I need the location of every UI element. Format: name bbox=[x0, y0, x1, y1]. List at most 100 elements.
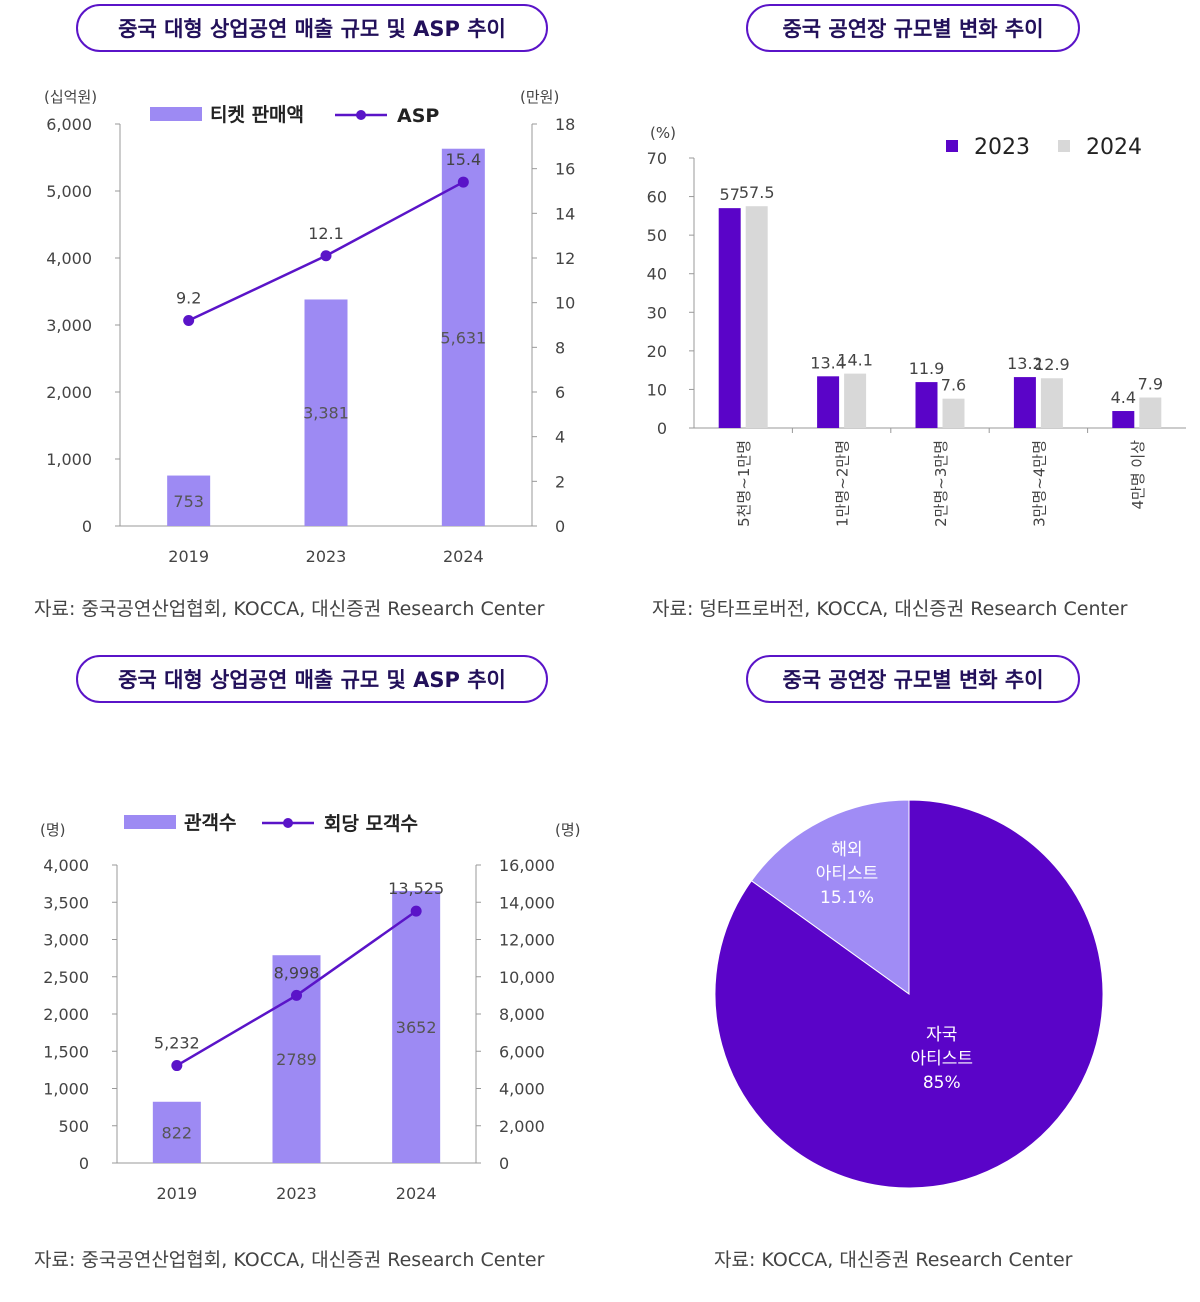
y-tick-label: 20 bbox=[647, 342, 667, 361]
pie-slice-label: 15.1% bbox=[820, 888, 874, 908]
bar-value-label: 2789 bbox=[276, 1050, 317, 1069]
legend-bar-label: 관객수 bbox=[184, 812, 236, 834]
x-tick-label: 2만명~3만명 bbox=[932, 440, 950, 527]
line-value-label: 15.4 bbox=[446, 150, 482, 169]
legend-label: 2024 bbox=[1086, 135, 1142, 160]
right-tick-label: 16,000 bbox=[499, 856, 555, 875]
x-tick-label: 3만명~4만명 bbox=[1030, 440, 1048, 527]
right-tick-label: 6 bbox=[555, 383, 565, 402]
x-tick-label: 2024 bbox=[443, 547, 484, 566]
bar-2023 bbox=[817, 376, 840, 428]
line-value-label: 12.1 bbox=[308, 224, 344, 243]
bar bbox=[272, 955, 321, 1163]
right-tick-label: 8,000 bbox=[499, 1005, 545, 1024]
right-tick-label: 2 bbox=[555, 472, 565, 491]
x-tick-label: 2024 bbox=[396, 1184, 437, 1203]
bar-value-label: 3652 bbox=[396, 1018, 437, 1037]
legend-swatch-2023 bbox=[946, 140, 958, 152]
panel-audience: 중국 대형 상업공연 매출 규모 및 ASP 추이 0 500 1,000 1,500… bbox=[0, 651, 600, 1302]
bar-2023 bbox=[915, 382, 938, 428]
source-note: 자료: 중국공연산업협회, KOCCA, 대신증권 Research Cente… bbox=[34, 598, 545, 620]
y-tick-label: 60 bbox=[647, 188, 667, 207]
x-tick-label: 1만명~2만명 bbox=[834, 440, 852, 527]
right-tick-label: 0 bbox=[499, 1154, 509, 1173]
bar-2023 bbox=[1013, 377, 1036, 428]
left-tick-label: 500 bbox=[58, 1117, 89, 1136]
left-tick-label: 1,000 bbox=[43, 1080, 89, 1099]
chart-sales-asp: 0 1,000 2,000 3,000 4,000 5,000 6,000 0 2 4 6 8 10 12… bbox=[44, 88, 575, 566]
pie-slice-label: 아티스트 bbox=[910, 1049, 973, 1069]
right-tick-label: 8 bbox=[555, 338, 565, 357]
pie-slice-label: 해외 bbox=[831, 840, 862, 860]
pie-slice-label: 아티스트 bbox=[816, 864, 879, 884]
bar-value-label: 5,631 bbox=[440, 328, 486, 347]
x-tick-label: 2023 bbox=[276, 1184, 317, 1203]
line-point bbox=[410, 905, 422, 917]
y-tick-label: 30 bbox=[647, 303, 667, 322]
chart-title: 중국 대형 상업공연 매출 규모 및 ASP 추이 bbox=[76, 4, 548, 52]
legend-line-label: 회당 모객수 bbox=[324, 813, 418, 835]
right-tick-label: 14,000 bbox=[499, 893, 555, 912]
right-tick-label: 12,000 bbox=[499, 931, 555, 950]
panel-sales-asp: 중국 대형 상업공연 매출 규모 및 ASP 추이 0 1,000 2,000 3,0… bbox=[0, 0, 600, 651]
legend-bar-label: 티켓 판매액 bbox=[210, 104, 304, 126]
bar bbox=[441, 148, 485, 526]
chart-venue-size: 0 10 20 30 40 50 60 70 (%) 57 57.5 5천명~1만명 13.414.1 1… bbox=[647, 124, 1186, 527]
left-tick-label: 3,500 bbox=[43, 893, 89, 912]
bar-value-label: 13.2 bbox=[1007, 354, 1043, 373]
right-tick-label: 4 bbox=[555, 428, 565, 447]
line-point bbox=[291, 989, 302, 1001]
bar-2024 bbox=[942, 398, 965, 428]
right-axis-unit: (명) bbox=[555, 821, 581, 839]
right-tick-label: 2,000 bbox=[499, 1117, 545, 1136]
bar-value-label: 12.9 bbox=[1034, 355, 1070, 374]
pie-slice-label: 85% bbox=[923, 1073, 961, 1093]
right-tick-label: 12 bbox=[555, 249, 575, 268]
left-tick-label: 1,500 bbox=[43, 1042, 89, 1061]
bar-2023 bbox=[1112, 411, 1135, 428]
left-tick-label: 2,500 bbox=[43, 968, 89, 987]
y-tick-label: 0 bbox=[657, 419, 667, 438]
bar bbox=[152, 1101, 201, 1163]
bar-2024 bbox=[1139, 397, 1162, 428]
y-axis-unit: (%) bbox=[650, 124, 676, 142]
left-axis-unit: (십억원) bbox=[44, 88, 97, 106]
right-tick-label: 10 bbox=[555, 294, 575, 313]
bar-value-label: 13.4 bbox=[810, 353, 846, 372]
x-tick-label: 2019 bbox=[156, 1184, 197, 1203]
left-tick-label: 2,000 bbox=[43, 1005, 89, 1024]
line-value-label: 13,525 bbox=[388, 879, 444, 898]
left-axis-unit: (명) bbox=[40, 821, 66, 839]
source-note: 자료: KOCCA, 대신증권 Research Center bbox=[714, 1249, 1073, 1271]
y-tick-label: 40 bbox=[647, 265, 667, 284]
right-tick-label: 16 bbox=[555, 160, 575, 179]
bar-value-label: 822 bbox=[162, 1123, 193, 1142]
bar-value-label: 57 bbox=[720, 185, 740, 204]
right-tick-label: 6,000 bbox=[499, 1042, 545, 1061]
bar-value-label: 11.9 bbox=[909, 359, 945, 378]
x-tick-label: 5천명~1만명 bbox=[735, 440, 753, 527]
line-point bbox=[171, 1060, 183, 1072]
bar-value-label: 7.9 bbox=[1138, 375, 1163, 394]
line-value-label: 5,232 bbox=[154, 1034, 200, 1053]
legend-line-marker bbox=[283, 818, 293, 828]
x-tick-label: 4만명 이상 bbox=[1129, 440, 1147, 510]
source-note: 자료: 덩타프로버전, KOCCA, 대신증권 Research Center bbox=[652, 598, 1128, 620]
panel-artist-share: 중국 공연장 규모별 변화 추이 해외 아티스트 15.1% 자국 아티스트 85% 자료… bbox=[600, 651, 1200, 1302]
line-value-label: 9.2 bbox=[176, 289, 201, 308]
pie-slice bbox=[750, 799, 910, 995]
right-axis-unit: (만원) bbox=[520, 88, 559, 106]
left-tick-label: 4,000 bbox=[46, 249, 92, 268]
bar bbox=[304, 299, 348, 526]
bar-2024 bbox=[745, 206, 768, 428]
left-tick-label: 1,000 bbox=[46, 450, 92, 469]
left-tick-label: 4,000 bbox=[43, 856, 89, 875]
legend-bar-swatch bbox=[150, 107, 202, 121]
left-tick-label: 6,000 bbox=[46, 115, 92, 134]
right-tick-label: 0 bbox=[555, 517, 565, 536]
left-tick-label: 3,000 bbox=[46, 316, 92, 335]
x-tick-label: 2023 bbox=[306, 547, 347, 566]
pie-slice bbox=[714, 799, 1104, 1189]
legend-swatch-2024 bbox=[1058, 140, 1070, 152]
